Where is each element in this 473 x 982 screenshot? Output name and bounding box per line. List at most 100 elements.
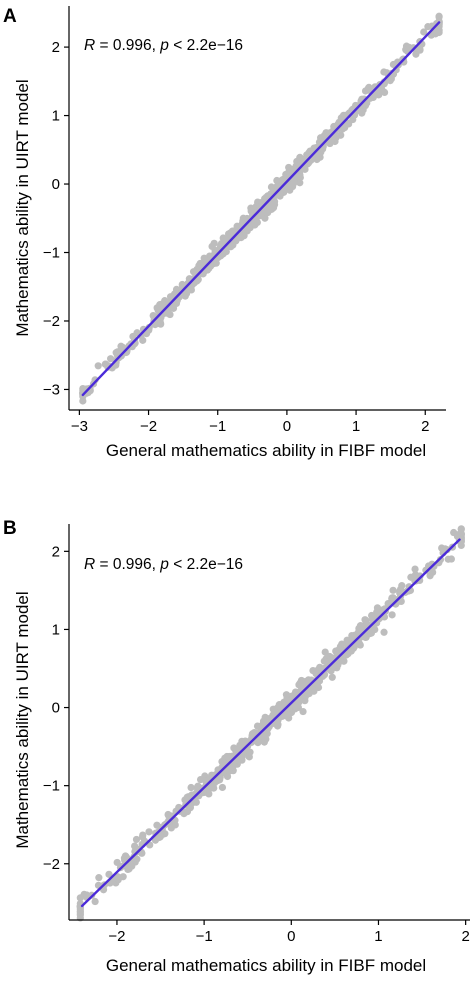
scatter-point	[198, 268, 207, 276]
scatter-point	[183, 808, 192, 816]
panel-b-annotation: R = 0.996, p < 2.2e−16	[84, 556, 243, 573]
x-tick-label: −3	[71, 418, 88, 435]
scatter-point	[187, 783, 195, 792]
scatter-point	[247, 207, 255, 215]
scatter-point	[218, 783, 227, 792]
panel-b-fit-line	[80, 538, 461, 908]
panel-a-y-axis-title: Mathematics ability in UIRT model	[13, 79, 32, 336]
x-tick-label: −2	[108, 928, 125, 945]
scatter-point	[388, 595, 396, 603]
panel-b-letter: B	[3, 518, 17, 539]
scatter-point	[155, 833, 163, 842]
scatter-point	[95, 874, 103, 882]
y-tick-label: 0	[52, 700, 60, 717]
scatter-point	[184, 793, 192, 801]
scatter-point	[145, 828, 153, 836]
scatter-point	[321, 648, 329, 656]
scatter-point	[117, 342, 125, 350]
scatter-point	[369, 625, 377, 633]
scatter-point	[132, 835, 141, 844]
panel-b-x-ticks: −2 −1 0 1 2	[108, 920, 470, 945]
scatter-point	[299, 707, 307, 716]
scatter-point	[273, 176, 281, 185]
scatter-point	[424, 23, 432, 31]
scatter-point	[306, 147, 314, 155]
x-tick-label: −1	[209, 418, 226, 435]
scatter-point	[389, 586, 397, 594]
scatter-point	[228, 227, 237, 235]
y-tick-label: −1	[43, 778, 60, 795]
scatter-point	[388, 611, 396, 619]
y-tick-label: −1	[43, 245, 60, 262]
scatter-point	[129, 332, 137, 341]
scatter-point	[167, 824, 175, 832]
scatter-point	[166, 293, 175, 301]
x-tick-label: 1	[352, 418, 360, 435]
panel-a-x-ticks: −3 −2 −1 0 1 2	[71, 410, 429, 435]
scatter-point	[343, 636, 351, 644]
scatter-point	[355, 639, 364, 648]
scatter-point	[361, 616, 369, 624]
x-tick-label: 2	[421, 418, 429, 435]
scatter-point	[457, 530, 465, 538]
scatter-point	[405, 43, 413, 51]
y-tick-label: −2	[43, 313, 60, 330]
y-tick-label: 1	[52, 621, 60, 638]
y-tick-label: −3	[43, 381, 60, 398]
scatter-point	[238, 739, 246, 747]
panel-a-y-ticks: −3 −2 −1 0 1 2	[43, 39, 69, 398]
x-tick-label: 0	[287, 928, 295, 945]
scatter-point	[332, 134, 340, 142]
scatter-point	[411, 571, 420, 579]
scatter-point	[315, 677, 324, 685]
scatter-point	[296, 179, 304, 187]
panel-a-x-axis-title: General mathematics ability in FIBF mode…	[106, 441, 426, 460]
y-tick-label: 2	[52, 39, 60, 56]
scatter-point	[380, 628, 388, 636]
panel-a-annotation: R = 0.996, p < 2.2e−16	[84, 37, 243, 54]
scatter-point	[336, 646, 344, 654]
scatter-point	[296, 173, 304, 182]
scatter-point	[268, 205, 276, 213]
scatter-point	[356, 622, 365, 630]
scatter-point	[157, 320, 165, 328]
scatter-point	[223, 772, 232, 781]
scatter-point	[283, 711, 291, 719]
scatter-point	[301, 165, 309, 173]
scatter-point	[260, 738, 268, 746]
y-tick-label: 0	[52, 176, 60, 193]
panel-b-y-axis-title: Mathematics ability in UIRT model	[13, 591, 32, 848]
scatter-point	[153, 821, 161, 829]
scatter-point	[328, 673, 336, 681]
scatter-point	[263, 729, 271, 738]
scatter-point	[262, 193, 271, 201]
x-tick-label: −2	[140, 418, 157, 435]
scatter-point	[261, 713, 269, 721]
scatter-point	[227, 243, 235, 251]
y-tick-label: 1	[52, 108, 60, 125]
scatter-point	[105, 870, 113, 878]
scatter-point	[236, 754, 244, 763]
scatter-point	[107, 355, 115, 363]
scatter-point	[139, 336, 147, 344]
scatter-point	[444, 555, 452, 563]
scatter-point	[336, 657, 344, 665]
scatter-point	[296, 679, 304, 687]
scatter-point	[305, 690, 313, 698]
scatter-point	[218, 757, 226, 766]
scatter-point	[292, 703, 300, 711]
panel-a-letter: A	[3, 6, 17, 27]
scatter-point	[398, 582, 406, 590]
scatter-point	[411, 577, 419, 585]
scatter-point	[236, 232, 244, 240]
panel-a-fit-line	[81, 21, 441, 397]
scatter-point	[364, 84, 372, 92]
x-tick-label: −1	[196, 928, 213, 945]
scatter-point	[435, 28, 443, 37]
scatter-point	[94, 362, 102, 370]
panel-b-x-axis-title: General mathematics ability in FIBF mode…	[106, 956, 426, 975]
scatter-point	[355, 627, 363, 636]
scatter-point	[219, 246, 227, 254]
y-tick-label: −2	[43, 856, 60, 873]
scatter-point	[416, 45, 424, 53]
